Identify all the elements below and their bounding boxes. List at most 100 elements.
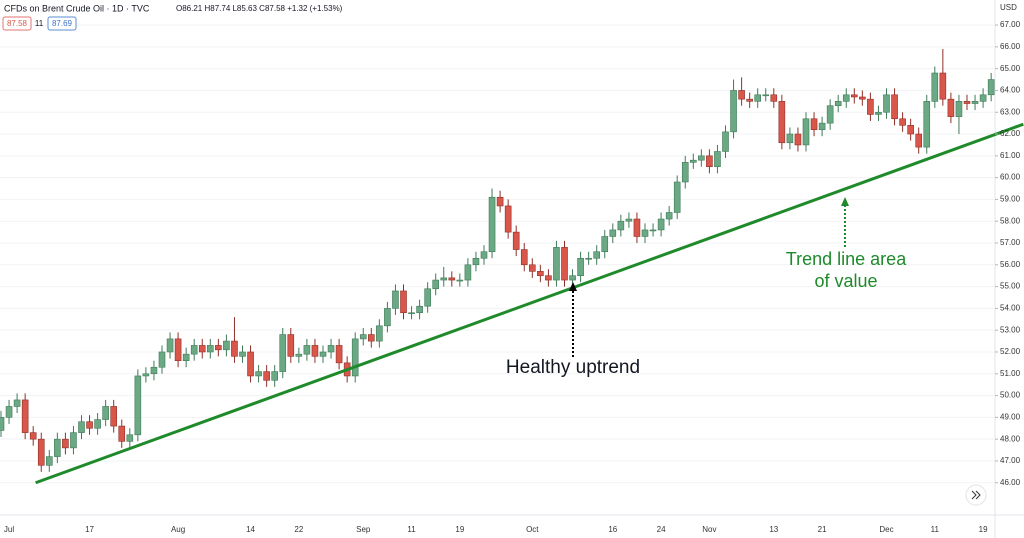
y-tick-label: 65.00 <box>1000 64 1021 73</box>
annotation: Trend line area <box>786 249 907 269</box>
candle-body <box>537 271 544 276</box>
candle-body <box>295 353 303 357</box>
candle-body <box>939 72 947 100</box>
candle-body <box>609 229 617 237</box>
y-tick-label: 58.00 <box>1000 216 1021 225</box>
candle-body <box>818 122 826 130</box>
candle-body <box>94 419 101 429</box>
candle-body <box>367 334 375 342</box>
grid <box>0 24 995 484</box>
candle-body <box>875 111 882 115</box>
candle-body <box>891 94 898 120</box>
candle-body <box>440 277 448 281</box>
y-tick-label: 62.00 <box>1000 129 1021 138</box>
candle-body <box>746 98 753 102</box>
candle-body <box>62 438 69 449</box>
x-tick-label: 22 <box>294 525 303 534</box>
symbol-title: CFDs on Brent Crude Oil · 1D · TVC <box>4 3 150 13</box>
candle-body <box>512 231 520 250</box>
candle-body <box>359 334 367 340</box>
candle-body <box>45 456 53 466</box>
candle-body <box>198 345 206 353</box>
y-tick-label: 61.00 <box>1000 151 1021 160</box>
candle-body <box>448 277 456 281</box>
x-tick-label: Nov <box>702 525 716 534</box>
candle-body <box>689 159 697 163</box>
candle-body <box>182 353 190 361</box>
candle-body <box>13 399 21 407</box>
candle-body <box>190 345 198 355</box>
candle-body <box>625 218 633 222</box>
candle-body <box>432 279 440 290</box>
ask-badge[interactable] <box>47 16 77 31</box>
candle-body <box>633 218 641 237</box>
candles <box>0 49 995 472</box>
x-tick-label: Dec <box>879 525 893 534</box>
candle-body <box>351 338 359 377</box>
candle-body <box>577 257 584 276</box>
x-tick-label: 24 <box>657 525 666 534</box>
candle-body <box>303 345 311 355</box>
x-tick-label: 11 <box>931 525 940 534</box>
candle-body <box>400 290 407 314</box>
candle-body <box>883 94 890 113</box>
y-tick-label: 50.00 <box>1000 391 1021 400</box>
candle-body <box>215 345 222 351</box>
candle-body <box>166 338 174 353</box>
candle-body <box>158 351 166 368</box>
candle-body <box>931 72 939 102</box>
y-tick-label: 66.00 <box>1000 42 1021 51</box>
y-tick-label: 52.00 <box>1000 347 1021 356</box>
y-tick-label: 64.00 <box>1000 86 1021 95</box>
candle-body <box>561 247 568 281</box>
candle-body <box>271 371 279 381</box>
candle-body <box>867 98 874 115</box>
candle-body <box>384 308 391 327</box>
y-tick-label: 53.00 <box>1000 325 1021 334</box>
candle-body <box>641 229 649 237</box>
candle-body <box>174 338 182 361</box>
candle-body <box>907 125 914 135</box>
y-tick-label: 54.00 <box>1000 303 1021 312</box>
scroll-icon <box>971 490 981 500</box>
candle-body <box>915 133 923 148</box>
y-tick-label: 59.00 <box>1000 195 1021 204</box>
candle-body <box>223 340 230 351</box>
x-tick-label: 14 <box>246 525 255 534</box>
candle-body <box>955 101 963 117</box>
currency-label: USD <box>1000 3 1017 12</box>
candle-body <box>859 96 866 100</box>
y-tick-label: 67.00 <box>1000 20 1021 29</box>
x-tick-label: Sep <box>356 525 371 534</box>
candle-body <box>207 345 214 353</box>
candle-body <box>770 94 778 102</box>
bid-badge[interactable] <box>2 16 32 31</box>
bid-price: 87.58 <box>7 19 28 28</box>
candle-body <box>263 371 270 381</box>
candle-body <box>118 425 126 442</box>
y-tick-label: 60.00 <box>1000 173 1021 182</box>
candle-body <box>488 196 496 253</box>
candle-body <box>786 133 794 144</box>
candle-body <box>231 340 238 357</box>
candle-body <box>496 196 504 207</box>
candle-body <box>738 90 745 100</box>
candle-body <box>150 366 158 375</box>
candle-body <box>392 290 399 309</box>
candle-body <box>899 118 906 126</box>
candle-body <box>376 325 383 342</box>
trend-line <box>35 122 1024 485</box>
candle-body <box>247 351 254 377</box>
x-tick-label: 11 <box>407 525 416 534</box>
y-tick-label: 46.00 <box>1000 478 1021 487</box>
arrow-head <box>569 282 577 291</box>
candle-body <box>335 345 343 364</box>
y-tick-label: 57.00 <box>1000 238 1021 247</box>
candle-body <box>601 236 609 253</box>
ask-price: 87.69 <box>52 19 73 28</box>
candle-body <box>456 279 464 282</box>
candle-body <box>126 434 134 442</box>
candle-body <box>78 421 85 433</box>
candle-body <box>569 275 576 281</box>
